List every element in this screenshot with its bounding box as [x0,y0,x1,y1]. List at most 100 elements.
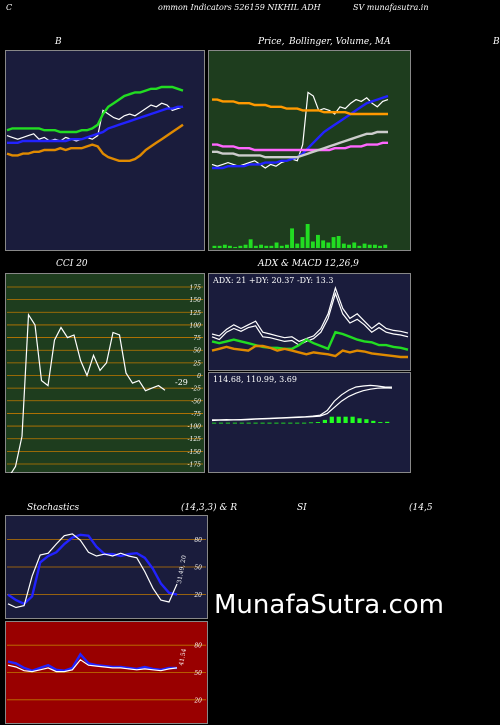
bollinger-series-2 [6,85,184,134]
macd-histogram-bar [343,416,348,423]
macd-histogram-bar [329,416,334,423]
macd-series-1 [211,387,393,422]
macd-histogram-bar [246,422,251,424]
volume-bar [279,245,284,248]
macd-histogram-bar [322,419,327,423]
bollinger-series-1 [7,105,183,145]
adx-series-3 [211,344,408,359]
cci-tick-label: 75 [193,335,201,342]
cci-tick-label: -150 [188,449,202,456]
cci-tick-label: -175 [188,462,202,469]
cci-tick-label: 25 [192,360,201,367]
cci-series-0 [10,312,166,473]
price-title: Price, [258,37,285,47]
cci-tick-label: 0 [197,373,201,380]
macd-histogram-bar [212,422,217,424]
adx-readout: ADX: 21 +DY: 20.37 -DY: 13.3 [213,276,334,285]
adx-chart [208,273,411,371]
volume-bar [331,237,336,248]
header-center: ommon Indicators 526159 NIKHIL ADH [158,3,321,12]
cci-tick-label: 125 [190,310,202,317]
bollinger-series-3 [6,123,184,163]
cci-tick-label: -100 [188,424,202,431]
macd-histogram-bar [336,416,341,423]
volume-bar [217,245,222,248]
stochastics-series-1 [7,533,178,609]
macd-histogram-bar [267,422,272,424]
volume-bar [341,243,346,248]
rsi-tick-label: 80 [194,643,202,650]
macd-histogram-bar [378,422,383,423]
stoch-title-right: (14,5 [409,503,433,513]
cci-value-label: -29 [175,378,188,387]
volume-bar [269,245,274,248]
volume-bar [248,239,253,248]
cci-tick-label: 100 [190,322,202,329]
header-right: SV munafasutra.in [353,3,429,12]
macd-chart [208,372,411,473]
cci-tick-label: 150 [190,297,202,304]
cci-tick-label: -125 [188,436,202,443]
price-series-4 [212,130,388,159]
bollinger-series-0 [6,102,184,142]
panel-background [208,273,411,371]
adx-series-1 [211,286,409,343]
adx-series-0 [211,291,409,346]
volume-bar [290,228,294,248]
macd-histogram-bar [239,422,244,424]
volume-bar [300,237,305,248]
volume-bar [228,245,232,248]
volume-bar [222,244,227,248]
price-right-title: B [493,37,500,47]
volume-bar [373,244,377,248]
stochastics-tick-label: 20 [193,592,202,599]
volume-bar [264,245,269,248]
macd-histogram-bar [281,422,286,424]
volume-bar [295,243,300,248]
cci-chart: 175 150 125 100 75 50 25 0 -25 -50 -75 -100 -125 -150… [5,273,205,473]
stochastics-chart: 80 50 20 [5,515,208,619]
macd-histogram-bar [302,422,307,424]
volume-bar [316,234,320,248]
volume-bar [367,244,372,248]
macd-histogram-bar [260,422,265,424]
volume-bar [321,240,326,248]
adx-macd-title: ADX & MACD 12,26,9 [258,259,359,269]
volume-bar [357,245,362,248]
volume-bar [378,245,382,248]
macd-histogram-bar [225,422,230,424]
bollinger-chart [5,50,205,251]
volume-bar [238,245,243,248]
macd-histogram-bar [218,422,224,424]
macd-histogram-bar [371,420,376,423]
macd-histogram-bar [385,421,390,423]
cci-tick-label: -50 [191,398,201,405]
adx-series-2 [211,330,409,351]
volume-bar [352,242,357,248]
volume-bar [233,246,238,248]
rsi-tick-label: 50 [194,670,202,677]
volume-bar [259,244,263,248]
macd-histogram-bar [364,419,369,423]
rsi-tick-label: 20 [193,697,202,704]
cci-tick-label: 175 [190,285,202,292]
volume-bar [310,241,315,248]
cci-tick-label: -25 [191,386,201,393]
volume-bar [362,243,367,248]
macd-histogram-bar [253,422,258,424]
price-series-2 [212,98,388,116]
macd-histogram-bar [350,416,355,423]
macd-histogram-bar [308,422,314,424]
price-series-3 [212,141,388,152]
price-chart [208,50,411,251]
stochastics-tick-label: 50 [194,565,202,572]
macd-readout: 114.68, 110.99, 3.69 [213,375,297,384]
panel-background [5,273,205,473]
macd-histogram-bar [295,422,300,424]
volume-bar [336,236,341,248]
rsi-series-1 [7,658,178,673]
panel-background [5,50,205,251]
volume-bar [253,245,258,248]
price-overlap-title: Bollinger, Volume, MA [289,37,391,47]
